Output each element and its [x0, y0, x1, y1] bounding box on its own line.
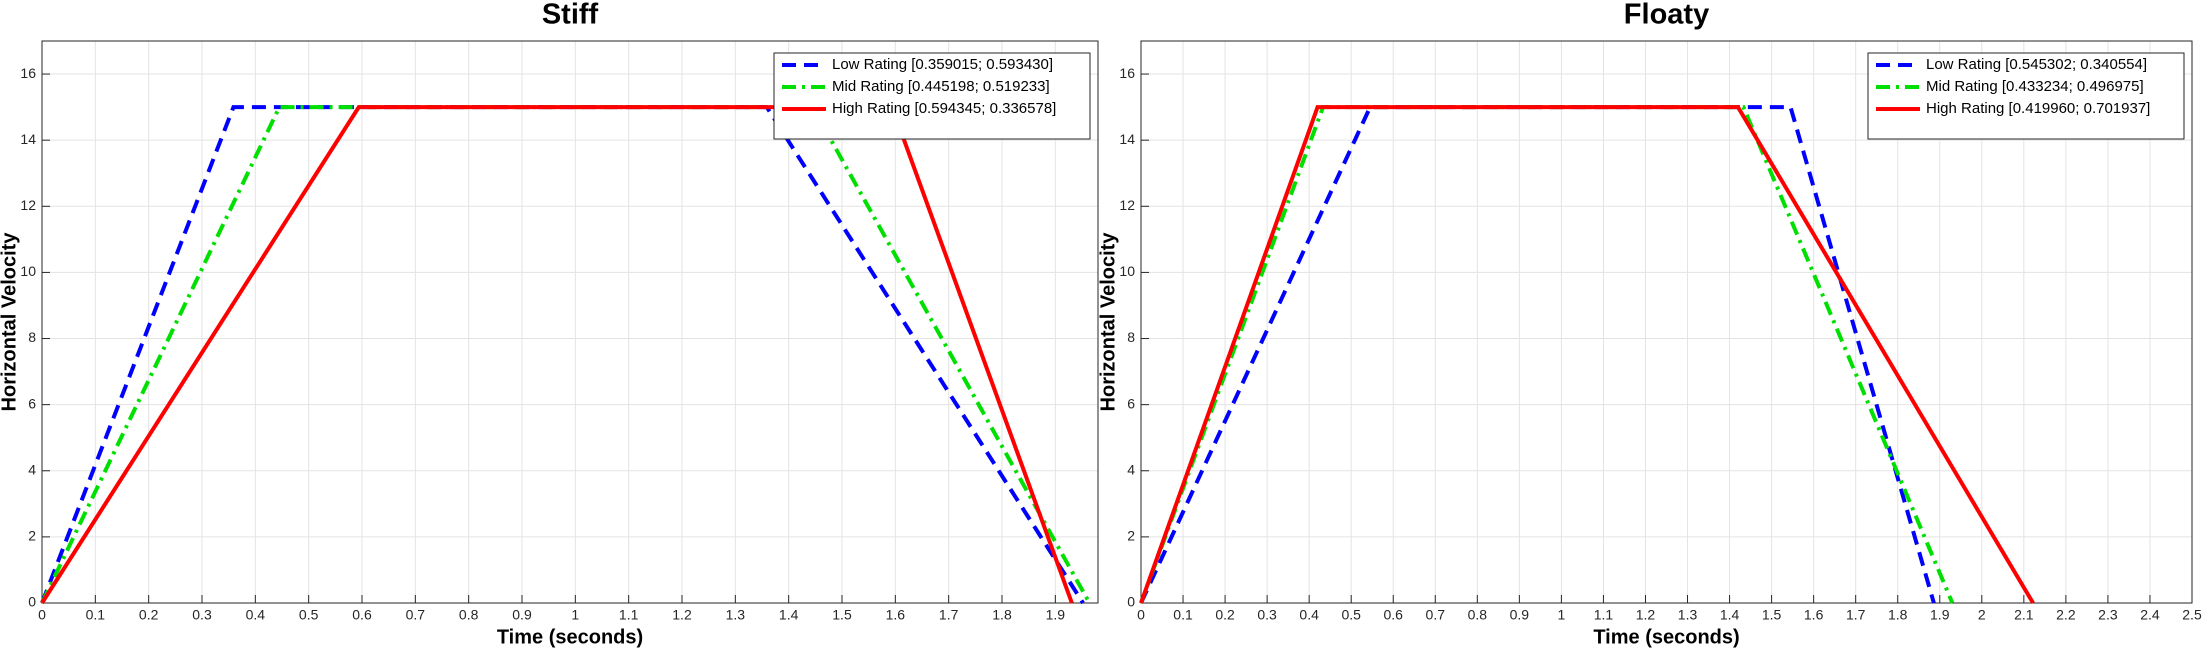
legend: Low Rating [0.545302; 0.340554] Mid Ratin…	[1867, 52, 2185, 140]
x-tick-label: 1.7	[1846, 607, 1866, 623]
legend-box	[773, 52, 1091, 140]
x-tick-label: 2.3	[2098, 607, 2118, 623]
x-tick-label: 0.3	[192, 607, 212, 623]
x-tick-label: 0.5	[1341, 607, 1361, 623]
y-tick-label: 10	[1119, 263, 1135, 279]
y-tick-label: 12	[1119, 197, 1135, 213]
x-axis-label: Time (seconds)	[497, 626, 643, 648]
y-tick-label: 12	[20, 197, 36, 213]
y-tick-label: 16	[1119, 65, 1135, 81]
y-tick-label: 8	[28, 329, 36, 345]
x-tick-label: 0	[1137, 607, 1145, 623]
y-tick-label: 2	[1127, 528, 1135, 544]
x-tick-label: 0.7	[406, 607, 426, 623]
x-tick-label: 1.8	[992, 607, 1012, 623]
x-tick-label: 0.8	[459, 607, 479, 623]
x-tick-label: 1.7	[939, 607, 959, 623]
x-tick-label: 0.8	[1468, 607, 1488, 623]
x-tick-label: 1.2	[672, 607, 692, 623]
chart-title: Stiff	[542, 0, 599, 31]
x-tick-label: 0.2	[139, 607, 159, 623]
x-tick-label: 1.2	[1636, 607, 1656, 623]
x-tick-label: 0.1	[1173, 607, 1193, 623]
x-tick-label: 1.8	[1888, 607, 1908, 623]
legend-label: Low Rating [0.545302; 0.340554]	[1926, 56, 2147, 73]
y-tick-label: 0	[1127, 594, 1135, 610]
x-tick-label: 2.4	[2140, 607, 2160, 623]
x-tick-label: 0	[38, 607, 46, 623]
x-tick-label: 1.3	[726, 607, 746, 623]
x-tick-label: 0.5	[299, 607, 319, 623]
x-tick-label: 1.3	[1678, 607, 1698, 623]
legend: Low Rating [0.359015; 0.593430] Mid Ratin…	[773, 52, 1091, 140]
x-tick-label: 1.9	[1046, 607, 1066, 623]
y-axis-label: Horizontal Velocity	[1097, 232, 1119, 412]
legend-label: Mid Rating [0.433234; 0.496975]	[1926, 78, 2144, 95]
x-tick-label: 1	[1558, 607, 1566, 623]
x-tick-label: 2.1	[2014, 607, 2034, 623]
x-tick-label: 0.7	[1426, 607, 1446, 623]
legend-label: Low Rating [0.359015; 0.593430]	[832, 56, 1053, 73]
x-tick-label: 0.2	[1215, 607, 1235, 623]
x-tick-label: 1.6	[1804, 607, 1824, 623]
y-tick-label: 6	[28, 395, 36, 411]
x-tick-label: 0.1	[86, 607, 106, 623]
chart-title: Floaty	[1624, 0, 1709, 31]
legend-label: High Rating [0.594345; 0.336578]	[832, 100, 1056, 117]
legend-label: Mid Rating [0.445198; 0.519233]	[832, 78, 1050, 95]
x-tick-label: 0.4	[246, 607, 266, 623]
x-tick-label: 1.6	[886, 607, 906, 623]
x-tick-label: 0.6	[1384, 607, 1404, 623]
x-tick-label: 1.4	[1720, 607, 1740, 623]
x-tick-label: 1.1	[619, 607, 639, 623]
series-line	[1139, 105, 2035, 605]
y-tick-label: 0	[28, 594, 36, 610]
y-tick-label: 16	[20, 65, 36, 81]
plot-frame	[41, 40, 1099, 604]
x-tick-label: 2	[1978, 607, 1986, 623]
x-tick-label: 0.3	[1257, 607, 1277, 623]
legend-box	[1867, 52, 2185, 140]
plot-frame	[1140, 40, 2193, 604]
legend-label: High Rating [0.419960; 0.701937]	[1926, 100, 2150, 117]
y-tick-label: 6	[1127, 395, 1135, 411]
panel: 0 0.1 0.2 0.3 0.4 0.5 0.6 0.7 0.8 0.9 1 1.1 1.2 1.3 1.…	[1097, 0, 2202, 648]
y-axis-label: Horizontal Velocity	[0, 232, 20, 412]
x-tick-label: 0.6	[352, 607, 372, 623]
panel: 0 0.1 0.2 0.3 0.4 0.5 0.6 0.7 0.8 0.9 1 1.1 1.2 1.3 1.…	[0, 0, 1099, 648]
x-tick-label: 2.5	[2182, 607, 2202, 623]
y-tick-label: 8	[1127, 329, 1135, 345]
x-tick-label: 1.5	[1762, 607, 1782, 623]
y-tick-label: 4	[1127, 461, 1135, 477]
y-tick-label: 14	[1119, 131, 1135, 147]
x-tick-label: 0.4	[1299, 607, 1319, 623]
x-tick-label: 1.1	[1594, 607, 1614, 623]
series-line	[40, 105, 1074, 605]
x-tick-label: 1.9	[1930, 607, 1950, 623]
x-tick-label: 1.5	[832, 607, 852, 623]
x-tick-label: 1	[571, 607, 579, 623]
x-tick-label: 0.9	[1510, 607, 1530, 623]
y-tick-label: 4	[28, 461, 36, 477]
y-tick-label: 2	[28, 528, 36, 544]
x-axis-label: Time (seconds)	[1593, 626, 1739, 648]
x-tick-label: 2.2	[2056, 607, 2076, 623]
y-tick-label: 14	[20, 131, 36, 147]
y-tick-label: 10	[20, 263, 36, 279]
x-tick-label: 1.4	[779, 607, 799, 623]
x-tick-label: 0.9	[512, 607, 532, 623]
